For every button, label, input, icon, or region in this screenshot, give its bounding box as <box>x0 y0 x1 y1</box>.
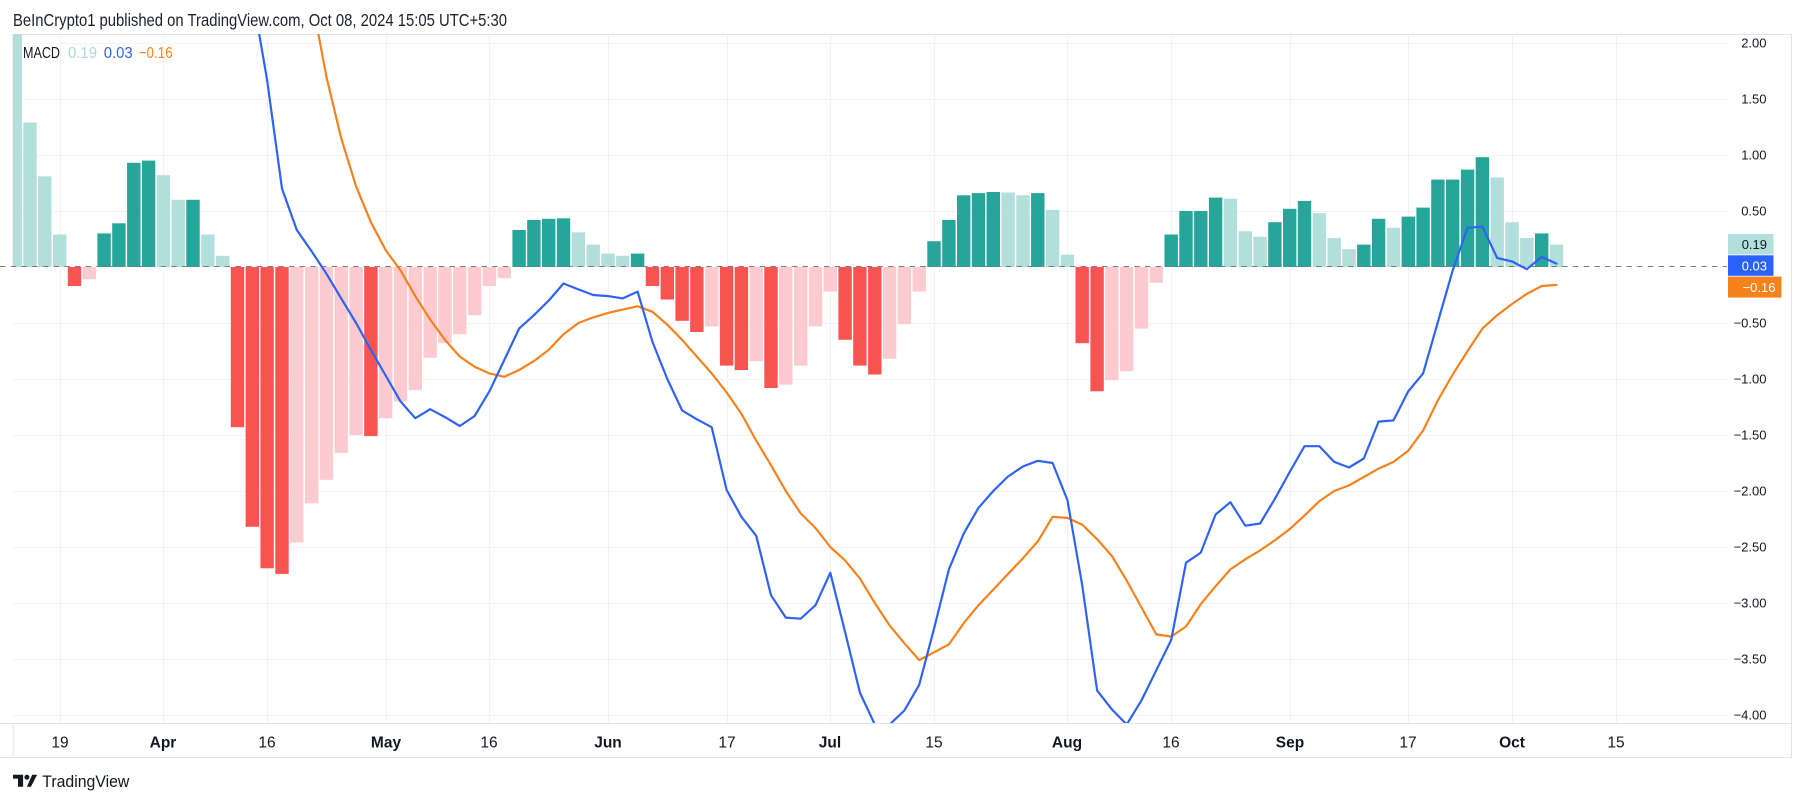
svg-text:0.19: 0.19 <box>1742 237 1767 252</box>
svg-text:17: 17 <box>1399 735 1416 752</box>
svg-text:Jul: Jul <box>819 735 841 752</box>
svg-text:−2.00: −2.00 <box>1734 484 1767 499</box>
svg-text:−3.00: −3.00 <box>1734 596 1767 611</box>
svg-text:Aug: Aug <box>1052 735 1082 752</box>
svg-text:−3.50: −3.50 <box>1734 652 1767 667</box>
svg-text:1.00: 1.00 <box>1741 148 1766 163</box>
svg-text:−1.50: −1.50 <box>1734 428 1767 443</box>
svg-text:−2.50: −2.50 <box>1734 540 1767 555</box>
svg-text:15: 15 <box>925 735 942 752</box>
svg-text:2.00: 2.00 <box>1741 36 1766 51</box>
svg-text:0.03: 0.03 <box>1742 259 1767 274</box>
svg-text:Oct: Oct <box>1499 735 1525 752</box>
svg-text:Sep: Sep <box>1276 735 1304 752</box>
svg-text:Apr: Apr <box>150 735 177 752</box>
svg-text:1.50: 1.50 <box>1741 92 1766 107</box>
svg-text:17: 17 <box>718 735 735 752</box>
svg-text:May: May <box>371 735 402 752</box>
svg-text:−0.16: −0.16 <box>139 45 173 62</box>
svg-text:BeInCrypto1 published on Tradi: BeInCrypto1 published on TradingView.com… <box>13 10 507 30</box>
svg-text:TradingView: TradingView <box>42 773 129 791</box>
svg-text:16: 16 <box>480 735 497 752</box>
svg-text:Jun: Jun <box>594 735 622 752</box>
svg-text:MACD: MACD <box>23 45 60 62</box>
svg-text:−1.00: −1.00 <box>1734 372 1767 387</box>
svg-text:0.03: 0.03 <box>104 45 133 62</box>
svg-text:0.50: 0.50 <box>1741 204 1766 219</box>
svg-text:16: 16 <box>258 735 275 752</box>
svg-text:16: 16 <box>1162 735 1179 752</box>
svg-text:15: 15 <box>1607 735 1624 752</box>
svg-text:−4.00: −4.00 <box>1734 708 1767 723</box>
svg-text:−0.16: −0.16 <box>1743 280 1776 295</box>
svg-text:19: 19 <box>51 735 68 752</box>
svg-text:−0.50: −0.50 <box>1734 316 1767 331</box>
svg-text:0.19: 0.19 <box>68 45 97 62</box>
